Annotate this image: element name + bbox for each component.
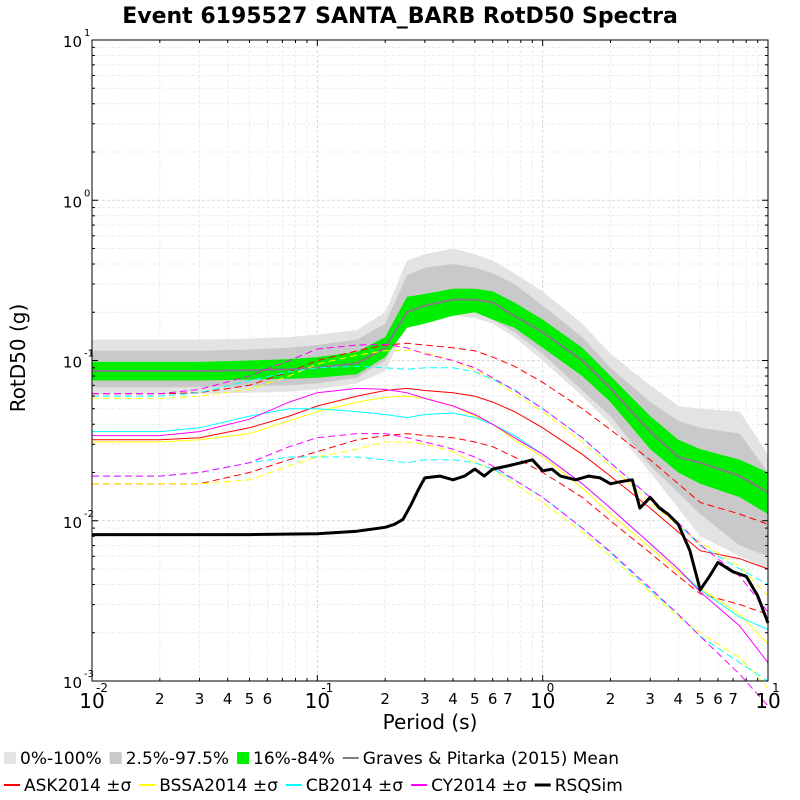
y-tick-label-exponent: 0 <box>84 188 90 199</box>
y-tick-label-base: 10 <box>63 33 82 51</box>
x-minor-tick-label: 7 <box>728 690 738 708</box>
legend-item-label: 2.5%-97.5% <box>126 749 229 769</box>
series-line-2 <box>92 342 769 525</box>
series-line-4 <box>92 395 769 645</box>
x-minor-tick-label: 6 <box>713 690 723 708</box>
y-tick-label-exponent: -1 <box>84 349 94 360</box>
x-minor-tick-label: 3 <box>420 690 430 708</box>
y-tick-label-exponent: -2 <box>84 509 94 520</box>
legend-swatch-box <box>109 752 122 764</box>
series-line-5 <box>92 349 769 597</box>
series-line-12 <box>92 433 769 707</box>
x-tick-label-exponent: -1 <box>321 681 333 695</box>
x-minor-tick-label: 5 <box>245 690 255 708</box>
series-line-0 <box>92 298 769 494</box>
x-tick-label-base: 10 <box>79 689 104 713</box>
rsqsim-line <box>92 458 770 624</box>
legend: 0%-100% 2.5%-97.5% 16%-84% Graves & Pitarka… <box>4 749 623 796</box>
x-tick-label-exponent: -2 <box>96 681 108 695</box>
series-line-1 <box>92 387 769 570</box>
x-minor-tick-label: 4 <box>674 690 684 708</box>
chart-title: Event 6195527 SANTA_BARB RotD50 Spectra <box>122 4 678 29</box>
x-minor-tick-label: 7 <box>503 690 513 708</box>
legend-item-label: 0%-100% <box>20 749 102 769</box>
y-tick-label-base: 10 <box>63 354 82 372</box>
y-tick-label-exponent: 1 <box>84 28 90 39</box>
tick-marks <box>91 39 769 682</box>
legend-item-label: ASK2014 ±σ <box>24 776 131 796</box>
legend-item-label: RSQSim <box>555 776 623 796</box>
percentile-bands <box>92 248 768 569</box>
series-line-6 <box>92 441 769 689</box>
legend-item-label: Graves & Pitarka (2015) Mean <box>363 749 619 769</box>
x-tick-label-base: 10 <box>305 689 330 713</box>
x-axis-label: Period (s) <box>383 710 478 734</box>
x-tick-label-exponent: 0 <box>547 681 555 695</box>
y-tick-label-base: 10 <box>63 193 82 211</box>
legend-swatch-box <box>4 752 16 764</box>
x-minor-tick-label: 5 <box>470 690 480 708</box>
series-line-9 <box>92 456 769 682</box>
x-minor-tick-label: 3 <box>645 690 655 708</box>
band-2 <box>92 288 768 515</box>
x-minor-tick-label: 6 <box>263 690 273 708</box>
x-tick-label-base: 10 <box>530 689 555 713</box>
series-line-10 <box>92 387 769 664</box>
x-minor-tick-label: 3 <box>195 690 205 708</box>
x-minor-tick-label: 2 <box>155 690 165 708</box>
x-minor-tick-label: 2 <box>606 690 616 708</box>
x-minor-tick-label: 4 <box>448 690 458 708</box>
y-tick-label-exponent: -3 <box>84 669 94 680</box>
series-line-3 <box>92 433 769 615</box>
legend-item-label: BSSA2014 ±σ <box>159 776 278 796</box>
legend-item-label: CY2014 ±σ <box>431 776 527 796</box>
y-axis-label: RotD50 (g) <box>6 304 30 413</box>
legend-swatch-box <box>237 752 250 764</box>
x-tick-label-base: 10 <box>755 689 780 713</box>
x-minor-tick-label: 5 <box>695 690 705 708</box>
x-tick-label-exponent: 1 <box>772 681 780 695</box>
x-minor-tick-label: 2 <box>380 690 390 708</box>
y-tick-label-base: 10 <box>63 674 82 692</box>
x-minor-tick-label: 4 <box>223 690 233 708</box>
y-tick-label-base: 10 <box>63 514 82 532</box>
legend-item-label: 16%-84% <box>253 749 335 769</box>
x-minor-tick-label: 6 <box>488 690 498 708</box>
legend-item-label: CB2014 ±σ <box>306 776 403 796</box>
